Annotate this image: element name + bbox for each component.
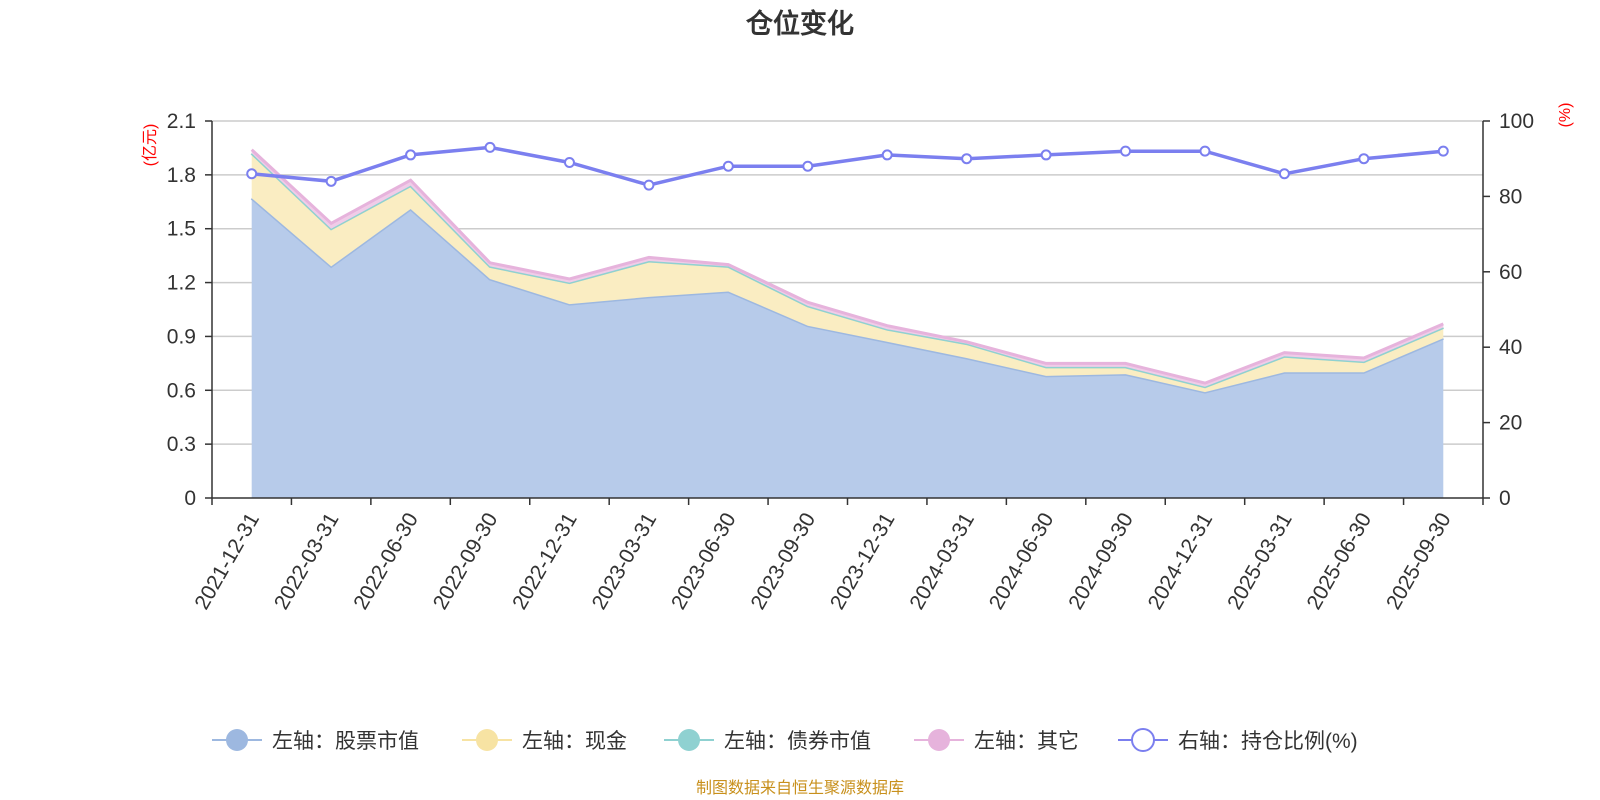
right-axis-tick-label: 0 (1499, 487, 1511, 510)
right-axis-unit: (%) (1557, 103, 1574, 128)
legend-label-3: 左轴：其它 (974, 730, 1079, 753)
left-axis-tick-label: 1.8 (167, 164, 196, 187)
position-ratio-point (1199, 145, 1211, 157)
position-ratio-point (722, 160, 734, 172)
legend-label-2: 左轴：债券市值 (724, 730, 871, 753)
line-series (246, 141, 1449, 191)
position-ratio-point (643, 179, 655, 191)
left-axis-tick-label: 1.2 (167, 272, 196, 295)
left-axis-tick-label: 0.3 (167, 433, 196, 456)
right-axis-tick-label: 80 (1499, 185, 1522, 208)
chart-title: 仓位变化 (745, 8, 854, 39)
position-ratio-point (1278, 168, 1290, 180)
area-edge-3 (250, 148, 1444, 385)
position-ratio-point (1040, 149, 1052, 161)
legend-label-1: 左轴：现金 (522, 730, 627, 753)
x-axis-label: 2023-06-30 (667, 509, 741, 614)
right-axis-tick-label: 40 (1499, 336, 1522, 359)
x-axis-label: 2023-09-30 (746, 509, 820, 614)
position-ratio-point (325, 175, 337, 187)
x-axis-label: 2025-06-30 (1303, 509, 1377, 614)
area-0 (251, 198, 1444, 498)
area-series (250, 148, 1444, 498)
left-axis-tick-label: 0.9 (167, 325, 196, 348)
data-source-note: 制图数据来自恒生聚源数据库 (696, 779, 904, 797)
x-axis-label: 2022-03-31 (270, 509, 344, 614)
x-axis-label: 2022-09-30 (429, 509, 503, 614)
position-ratio-point (484, 141, 496, 153)
legend-marker-4 (1131, 728, 1155, 752)
x-axis-label: 2024-06-30 (985, 509, 1059, 614)
x-axis-label: 2023-12-31 (826, 509, 900, 614)
legend-label-0: 左轴：股票市值 (272, 730, 419, 753)
x-axis-label: 2022-12-31 (508, 509, 582, 614)
x-axis-label: 2024-09-30 (1064, 509, 1138, 614)
position-ratio-point (802, 160, 814, 172)
x-axis-label: 2024-03-31 (905, 509, 979, 614)
right-axis-tick-label: 60 (1499, 261, 1522, 284)
position-ratio-point (563, 156, 575, 168)
right-axis-tick-label: 20 (1499, 412, 1522, 435)
position-ratio-point (246, 168, 258, 180)
right-axis-tick-label: 100 (1499, 110, 1534, 133)
position-ratio-point (1120, 145, 1132, 157)
position-ratio-point (405, 149, 417, 161)
legend-label-4: 右轴：持仓比例(%) (1178, 730, 1358, 753)
x-axis-label: 2025-03-31 (1223, 509, 1297, 614)
x-axis-label: 2022-06-30 (349, 509, 423, 614)
position-ratio-point (1358, 153, 1370, 165)
x-axis-label: 2021-12-31 (190, 509, 264, 614)
left-axis-unit: (亿元) (141, 124, 159, 167)
legend-marker-1 (476, 729, 498, 751)
legend: 左轴：股票市值 左轴：现金 左轴：债券市值 左轴：其它 右轴：持仓比例(%) (212, 728, 1358, 753)
x-axis-label: 2024-12-31 (1144, 509, 1218, 614)
position-ratio-point (1437, 145, 1449, 157)
legend-marker-3 (928, 729, 950, 751)
left-axis-tick-label: 0 (184, 487, 196, 510)
left-axis-tick-label: 1.5 (167, 218, 196, 241)
position-ratio-point (881, 149, 893, 161)
area-1 (251, 153, 1444, 393)
legend-marker-2 (678, 729, 700, 751)
position-ratio-line (251, 145, 1444, 187)
legend-marker-0 (226, 729, 248, 751)
x-axis-label: 2025-09-30 (1382, 509, 1456, 614)
left-axis-tick-label: 2.1 (167, 110, 196, 133)
position-ratio-point (961, 153, 973, 165)
x-axis-label: 2023-03-31 (588, 509, 662, 614)
left-axis-tick-label: 0.6 (167, 379, 196, 402)
